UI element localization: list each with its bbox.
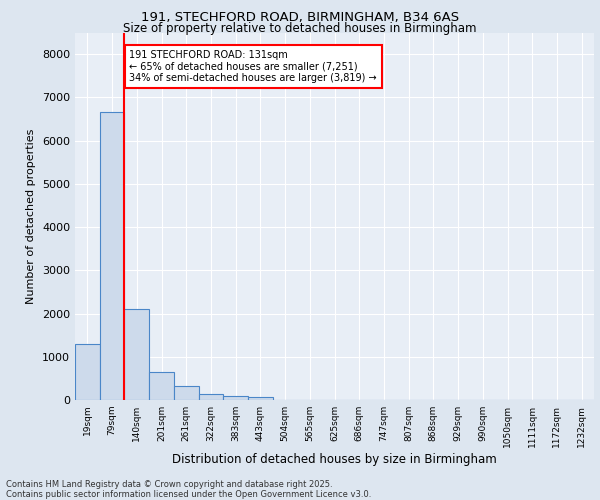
Text: Contains HM Land Registry data © Crown copyright and database right 2025.
Contai: Contains HM Land Registry data © Crown c… bbox=[6, 480, 371, 499]
Bar bbox=[149, 372, 174, 400]
Y-axis label: Number of detached properties: Number of detached properties bbox=[26, 128, 37, 304]
Bar bbox=[174, 386, 199, 400]
Text: Size of property relative to detached houses in Birmingham: Size of property relative to detached ho… bbox=[123, 22, 477, 35]
Text: 191, STECHFORD ROAD, BIRMINGHAM, B34 6AS: 191, STECHFORD ROAD, BIRMINGHAM, B34 6AS bbox=[141, 11, 459, 24]
Bar bbox=[75, 344, 100, 400]
Bar bbox=[124, 309, 149, 400]
Bar bbox=[223, 396, 248, 400]
Bar bbox=[100, 112, 124, 400]
X-axis label: Distribution of detached houses by size in Birmingham: Distribution of detached houses by size … bbox=[172, 452, 497, 466]
Text: 191 STECHFORD ROAD: 131sqm
← 65% of detached houses are smaller (7,251)
34% of s: 191 STECHFORD ROAD: 131sqm ← 65% of deta… bbox=[130, 50, 377, 83]
Bar bbox=[199, 394, 223, 400]
Bar bbox=[248, 398, 273, 400]
